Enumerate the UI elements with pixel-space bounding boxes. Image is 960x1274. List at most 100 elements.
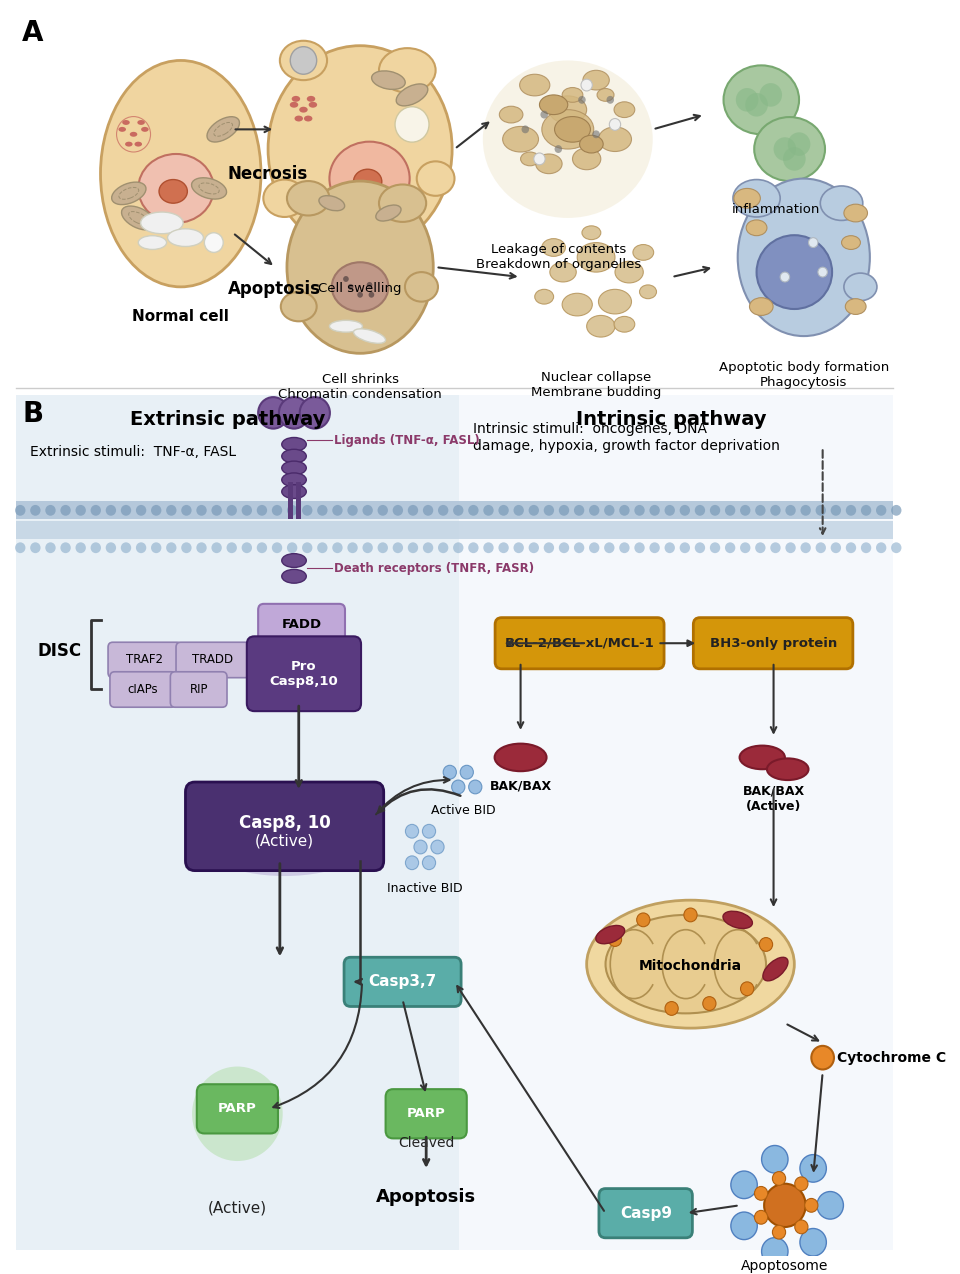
- Circle shape: [756, 543, 765, 553]
- Circle shape: [876, 543, 886, 553]
- Text: RIP: RIP: [189, 683, 208, 696]
- Circle shape: [725, 505, 735, 516]
- Circle shape: [438, 505, 448, 516]
- Circle shape: [348, 543, 358, 553]
- Ellipse shape: [503, 126, 539, 152]
- Ellipse shape: [483, 60, 653, 218]
- Ellipse shape: [737, 178, 870, 336]
- Ellipse shape: [555, 116, 590, 143]
- Ellipse shape: [353, 169, 382, 194]
- Ellipse shape: [597, 88, 614, 102]
- Circle shape: [302, 543, 312, 553]
- Ellipse shape: [353, 329, 386, 343]
- Ellipse shape: [820, 186, 863, 220]
- Ellipse shape: [519, 74, 550, 96]
- Circle shape: [732, 913, 744, 926]
- Text: Casp3,7: Casp3,7: [369, 975, 437, 990]
- Ellipse shape: [309, 102, 317, 108]
- Circle shape: [279, 397, 309, 428]
- Bar: [459, 395, 894, 1250]
- Circle shape: [604, 505, 614, 516]
- Ellipse shape: [118, 127, 126, 131]
- Circle shape: [151, 505, 161, 516]
- Ellipse shape: [130, 131, 137, 136]
- Circle shape: [393, 543, 403, 553]
- FancyBboxPatch shape: [599, 1189, 692, 1238]
- Ellipse shape: [494, 744, 546, 771]
- Circle shape: [136, 543, 146, 553]
- Circle shape: [256, 505, 267, 516]
- Text: BCL-2/BCL-xL/MCL-1: BCL-2/BCL-xL/MCL-1: [505, 637, 655, 650]
- Bar: [296, 482, 300, 520]
- Circle shape: [740, 982, 754, 996]
- FancyBboxPatch shape: [197, 1084, 278, 1134]
- Circle shape: [811, 1046, 834, 1069]
- Bar: [15, 502, 894, 520]
- Circle shape: [343, 276, 348, 282]
- Circle shape: [256, 543, 267, 553]
- Circle shape: [317, 543, 327, 553]
- Circle shape: [610, 118, 621, 130]
- Circle shape: [60, 543, 71, 553]
- FancyBboxPatch shape: [247, 636, 361, 711]
- Circle shape: [891, 543, 901, 553]
- Circle shape: [422, 505, 433, 516]
- Circle shape: [181, 543, 192, 553]
- Circle shape: [166, 543, 177, 553]
- Circle shape: [332, 505, 343, 516]
- Ellipse shape: [763, 957, 788, 981]
- Ellipse shape: [536, 154, 563, 173]
- Circle shape: [891, 505, 901, 516]
- Circle shape: [272, 543, 282, 553]
- Ellipse shape: [355, 204, 394, 222]
- Text: Death receptors (TNFR, FASR): Death receptors (TNFR, FASR): [334, 562, 534, 575]
- Circle shape: [405, 856, 419, 870]
- FancyBboxPatch shape: [170, 671, 227, 707]
- Circle shape: [830, 543, 841, 553]
- Text: TRADD: TRADD: [192, 654, 233, 666]
- Ellipse shape: [281, 450, 306, 462]
- Circle shape: [540, 111, 548, 118]
- Circle shape: [290, 47, 317, 74]
- Ellipse shape: [614, 316, 635, 333]
- Circle shape: [770, 543, 780, 553]
- Text: Pro
Casp8,10: Pro Casp8,10: [269, 660, 338, 688]
- Ellipse shape: [417, 162, 454, 196]
- Ellipse shape: [549, 96, 587, 124]
- Circle shape: [363, 505, 372, 516]
- Circle shape: [377, 543, 388, 553]
- Ellipse shape: [329, 320, 363, 333]
- Ellipse shape: [614, 102, 635, 117]
- Text: Casp9: Casp9: [620, 1205, 672, 1220]
- Ellipse shape: [281, 484, 306, 498]
- Circle shape: [90, 505, 101, 516]
- Ellipse shape: [280, 41, 327, 80]
- Circle shape: [166, 505, 177, 516]
- Ellipse shape: [137, 120, 145, 125]
- Ellipse shape: [207, 117, 239, 141]
- Circle shape: [317, 505, 327, 516]
- Circle shape: [619, 543, 630, 553]
- Circle shape: [755, 1210, 768, 1224]
- Circle shape: [498, 505, 509, 516]
- Ellipse shape: [541, 238, 565, 256]
- Circle shape: [483, 543, 493, 553]
- Ellipse shape: [281, 461, 306, 475]
- Text: Mitochondria: Mitochondria: [639, 959, 742, 973]
- Circle shape: [808, 238, 818, 247]
- Circle shape: [695, 505, 706, 516]
- Circle shape: [211, 543, 222, 553]
- Circle shape: [861, 543, 872, 553]
- Circle shape: [664, 543, 675, 553]
- Text: Ligands (TNF-α, FASL): Ligands (TNF-α, FASL): [334, 434, 479, 447]
- Ellipse shape: [750, 298, 773, 316]
- Circle shape: [90, 543, 101, 553]
- Ellipse shape: [379, 48, 436, 93]
- Circle shape: [521, 125, 529, 134]
- Ellipse shape: [125, 141, 132, 147]
- Ellipse shape: [580, 135, 603, 153]
- FancyBboxPatch shape: [110, 671, 176, 707]
- Circle shape: [581, 79, 592, 90]
- Ellipse shape: [846, 298, 866, 315]
- Circle shape: [773, 1172, 785, 1185]
